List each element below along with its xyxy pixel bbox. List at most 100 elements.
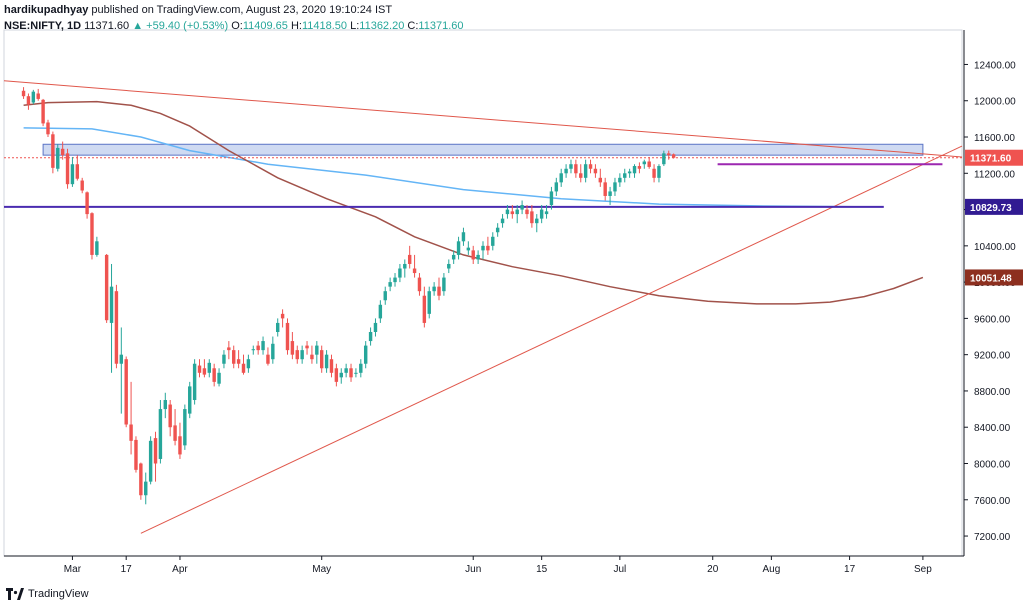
candle-body[interactable] (148, 440, 153, 482)
candle-body[interactable] (437, 286, 441, 296)
candle-body[interactable] (65, 153, 70, 185)
candle-body[interactable] (647, 161, 651, 167)
candle-body[interactable] (246, 359, 251, 369)
candle-body[interactable] (285, 322, 290, 351)
footer-branding[interactable]: TradingView (6, 588, 89, 600)
candle-body[interactable] (559, 173, 563, 183)
candle-body[interactable] (90, 213, 94, 255)
candle-body[interactable] (212, 368, 216, 382)
candle-body[interactable] (593, 168, 598, 174)
candle-body[interactable] (290, 341, 295, 355)
candle-body[interactable] (476, 254, 480, 260)
candle-body[interactable] (324, 354, 329, 369)
candle-body[interactable] (549, 191, 554, 206)
candle-body[interactable] (139, 463, 143, 496)
candle-body[interactable] (535, 218, 539, 224)
candle-body[interactable] (481, 245, 485, 251)
candle-body[interactable] (398, 268, 402, 278)
candle-body[interactable] (432, 286, 436, 292)
candle-body[interactable] (334, 368, 339, 382)
candle-body[interactable] (315, 345, 319, 355)
candle-body[interactable] (207, 362, 211, 373)
candle-body[interactable] (178, 436, 182, 455)
candle-body[interactable] (662, 153, 666, 165)
candle-body[interactable] (623, 173, 627, 178)
candle-body[interactable] (461, 232, 466, 242)
candle-body[interactable] (349, 368, 353, 378)
candle-body[interactable] (388, 282, 392, 287)
candle-body[interactable] (608, 191, 612, 196)
candle-body[interactable] (466, 247, 471, 251)
candle-body[interactable] (329, 359, 334, 373)
candle-body[interactable] (520, 205, 524, 210)
candle-body[interactable] (613, 182, 617, 192)
candle-body[interactable] (588, 164, 593, 169)
candle-body[interactable] (378, 304, 383, 319)
candle-body[interactable] (447, 263, 451, 269)
candle-body[interactable] (412, 268, 417, 274)
candle-body[interactable] (227, 347, 231, 351)
candle-body[interactable] (344, 368, 348, 373)
candle-body[interactable] (251, 349, 255, 351)
candle-body[interactable] (510, 211, 515, 215)
candle-body[interactable] (119, 354, 124, 364)
candle-body[interactable] (188, 386, 192, 414)
candle-body[interactable] (427, 291, 431, 314)
candle-body[interactable] (168, 404, 172, 428)
candle-body[interactable] (442, 277, 446, 292)
candle-body[interactable] (256, 345, 260, 351)
candle-body[interactable] (471, 250, 475, 260)
candle-body[interactable] (276, 322, 280, 332)
candle-body[interactable] (515, 209, 519, 215)
candle-body[interactable] (158, 409, 163, 459)
candle-body[interactable] (667, 153, 671, 156)
candle-body[interactable] (75, 164, 80, 179)
moving-average-brown[interactable] (23, 100, 924, 305)
candle-body[interactable] (554, 182, 559, 192)
candle-body[interactable] (657, 166, 661, 178)
candle-body[interactable] (583, 164, 588, 178)
candle-body[interactable] (271, 343, 275, 360)
candle-body[interactable] (383, 291, 387, 301)
candle-body[interactable] (300, 350, 304, 360)
author-name[interactable]: hardikupadhyay (4, 4, 89, 16)
candle-body[interactable] (525, 209, 529, 215)
candle-body[interactable] (530, 211, 534, 224)
descending-trendline[interactable] (3, 80, 963, 158)
candle-body[interactable] (368, 331, 373, 342)
moving-average-blue[interactable] (23, 127, 855, 208)
candle-body[interactable] (222, 354, 226, 364)
candle-body[interactable] (319, 350, 324, 369)
candle-body[interactable] (114, 291, 119, 364)
candle-body[interactable] (354, 372, 358, 374)
candle-body[interactable] (197, 365, 202, 373)
candle-body[interactable] (70, 164, 75, 185)
candle-body[interactable] (579, 173, 583, 178)
candle-body[interactable] (46, 122, 50, 135)
candle-body[interactable] (144, 481, 148, 496)
candle-body[interactable] (339, 372, 343, 378)
candle-body[interactable] (202, 368, 207, 375)
candle-body[interactable] (85, 192, 89, 215)
candle-body[interactable] (505, 209, 510, 215)
candle-body[interactable] (56, 147, 60, 169)
ascending-trendline[interactable] (140, 145, 963, 534)
candle-body[interactable] (407, 254, 412, 264)
resistance-zone[interactable] (42, 143, 924, 156)
candle-body[interactable] (183, 409, 187, 446)
candle-body[interactable] (51, 134, 55, 168)
candle-body[interactable] (217, 372, 221, 384)
candle-body[interactable] (41, 99, 45, 124)
candle-body[interactable] (192, 363, 197, 401)
candle-body[interactable] (109, 286, 114, 323)
candle-body[interactable] (305, 345, 309, 349)
candle-body[interactable] (153, 438, 158, 464)
candle-body[interactable] (417, 277, 422, 292)
candle-body[interactable] (671, 154, 676, 158)
candle-body[interactable] (569, 164, 573, 169)
candle-body[interactable] (124, 359, 128, 425)
candle-body[interactable] (26, 96, 31, 105)
candle-body[interactable] (544, 211, 549, 215)
plot-area[interactable] (3, 29, 963, 557)
candle-body[interactable] (104, 254, 109, 321)
